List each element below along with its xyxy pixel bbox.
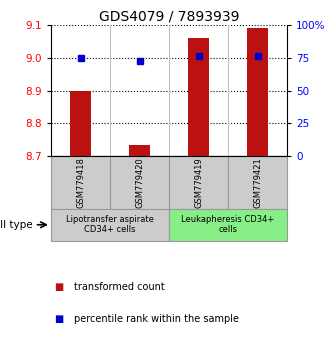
- Text: GSM779420: GSM779420: [135, 157, 144, 208]
- Bar: [51, 156, 110, 209]
- Bar: [110, 156, 169, 209]
- Title: GDS4079 / 7893939: GDS4079 / 7893939: [99, 10, 239, 24]
- Text: transformed count: transformed count: [74, 282, 165, 292]
- Text: ■: ■: [54, 314, 64, 324]
- Text: GSM779419: GSM779419: [194, 157, 203, 208]
- Text: Lipotransfer aspirate
CD34+ cells: Lipotransfer aspirate CD34+ cells: [66, 215, 154, 234]
- Bar: [70, 91, 91, 156]
- Bar: [228, 156, 287, 209]
- Text: cell type: cell type: [0, 220, 32, 230]
- Bar: [188, 38, 209, 156]
- Bar: [169, 209, 287, 241]
- Text: Leukapheresis CD34+
cells: Leukapheresis CD34+ cells: [182, 215, 275, 234]
- Text: percentile rank within the sample: percentile rank within the sample: [74, 314, 239, 324]
- Text: GSM779421: GSM779421: [253, 157, 262, 208]
- Bar: [129, 145, 150, 156]
- Bar: [51, 209, 169, 241]
- Text: ■: ■: [54, 282, 64, 292]
- Bar: [169, 156, 228, 209]
- Text: GSM779418: GSM779418: [76, 157, 85, 208]
- Bar: [247, 28, 268, 156]
